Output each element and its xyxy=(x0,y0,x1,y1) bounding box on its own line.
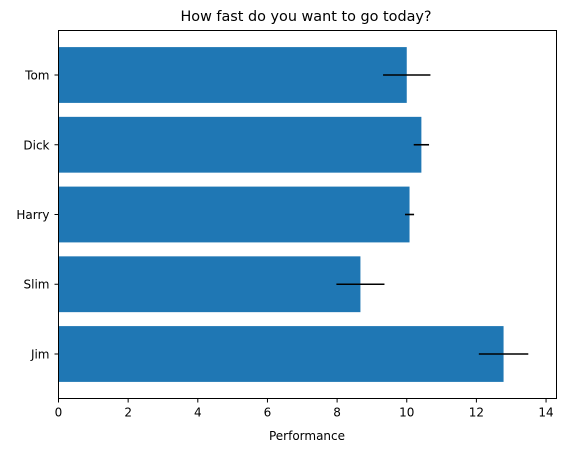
bar-slim xyxy=(58,256,361,313)
y-axis: Tom Dick Harry Slim Jim xyxy=(16,69,59,361)
errorbars-group xyxy=(336,74,529,355)
y-tick-label-jim: Jim xyxy=(30,347,50,361)
plot-frame xyxy=(58,30,557,399)
chart-title: How fast do you want to go today? xyxy=(180,9,431,25)
bar-jim xyxy=(58,326,504,382)
x-axis-label: Performance xyxy=(269,429,345,443)
bar-harry xyxy=(58,186,410,243)
y-tick-label-harry: Harry xyxy=(16,208,49,222)
x-tick-label-14: 14 xyxy=(538,406,553,420)
x-tick-label-6: 6 xyxy=(264,406,272,420)
bar-dick xyxy=(58,116,422,173)
x-tick-label-4: 4 xyxy=(194,406,202,420)
y-tick-label-slim: Slim xyxy=(24,278,50,292)
y-tick-label-dick: Dick xyxy=(23,138,49,152)
bar-tom xyxy=(58,47,407,103)
x-tick-label-12: 12 xyxy=(469,406,484,420)
x-tick-label-10: 10 xyxy=(399,406,414,420)
bars-group xyxy=(58,47,504,382)
y-tick-label-tom: Tom xyxy=(24,69,49,83)
x-axis: 0 2 4 6 8 10 12 14 xyxy=(55,398,554,420)
x-tick-label-0: 0 xyxy=(55,406,63,420)
x-tick-label-2: 2 xyxy=(124,406,132,420)
x-tick-label-8: 8 xyxy=(333,406,341,420)
